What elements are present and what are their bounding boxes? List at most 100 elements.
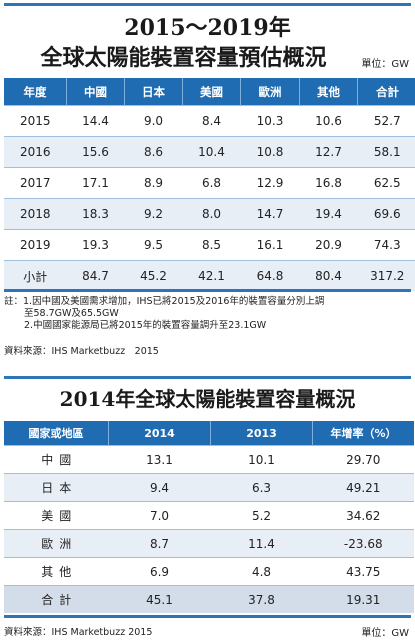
table-cell: 14.7 bbox=[240, 198, 300, 230]
table-cell: 9.4 bbox=[108, 473, 211, 502]
table-cell: 8.6 bbox=[124, 136, 183, 168]
table-cell: 2019 bbox=[4, 229, 67, 261]
table-row: 美國 7.0 5.2 34.62 bbox=[4, 501, 414, 530]
table-cell: 7.0 bbox=[108, 501, 211, 530]
chart2-unit: 單位：GW bbox=[361, 628, 409, 639]
table-cell: 19.3 bbox=[66, 229, 125, 261]
table-cell: 9.5 bbox=[124, 229, 183, 261]
region-cell: 日本 bbox=[4, 473, 109, 502]
chart2-header-cell: 2013 bbox=[210, 421, 313, 446]
table-cell: 58.1 bbox=[357, 136, 415, 168]
table-row: 2018 18.3 9.2 8.0 14.7 19.4 69.6 bbox=[4, 198, 415, 230]
chart1-header-cell: 美國 bbox=[182, 78, 241, 106]
table-cell: 11.4 bbox=[210, 529, 313, 558]
chart1-header-cell: 中國 bbox=[66, 78, 125, 106]
chart1-header-cell: 合計 bbox=[357, 78, 415, 106]
chart2-bottom-rule bbox=[4, 615, 411, 618]
chart1-bottom-rule bbox=[4, 289, 411, 292]
table-cell: 34.62 bbox=[312, 501, 414, 530]
table-cell: 16.8 bbox=[299, 167, 358, 199]
table-cell: 18.3 bbox=[66, 198, 125, 230]
chart1-unit: 單位：GW bbox=[361, 59, 409, 70]
table-cell: 9.2 bbox=[124, 198, 183, 230]
table-cell: 14.4 bbox=[66, 105, 125, 137]
table-cell: 84.7 bbox=[66, 260, 125, 291]
table-cell: 45.1 bbox=[108, 585, 211, 613]
table-row-subtotal: 小計 84.7 45.2 42.1 64.8 80.4 317.2 bbox=[4, 260, 415, 291]
chart2-table: 國家或地區 2014 2013 年增率（%） 中國 13.1 10.1 29.7… bbox=[4, 421, 414, 613]
table-cell: 6.9 bbox=[108, 557, 211, 586]
table-cell: 10.8 bbox=[240, 136, 300, 168]
table-cell: 8.0 bbox=[182, 198, 241, 230]
chart2-header-cell: 年增率（%） bbox=[312, 421, 414, 446]
chart1-note-line2: 至58.7GW及65.5GW bbox=[24, 308, 119, 319]
table-cell: 12.9 bbox=[240, 167, 300, 199]
table-cell: 45.2 bbox=[124, 260, 183, 291]
table-cell: 10.1 bbox=[210, 445, 313, 474]
table-cell: 小計 bbox=[4, 260, 67, 291]
table-cell: 4.8 bbox=[210, 557, 313, 586]
table-cell: 8.4 bbox=[182, 105, 241, 137]
table-cell: 43.75 bbox=[312, 557, 414, 586]
table-cell: 62.5 bbox=[357, 167, 415, 199]
table-cell: -23.68 bbox=[312, 529, 414, 558]
table-cell: 49.21 bbox=[312, 473, 414, 502]
table-cell: 42.1 bbox=[182, 260, 241, 291]
chart2-header-row: 國家或地區 2014 2013 年增率（%） bbox=[4, 421, 414, 446]
chart1-header-cell: 其他 bbox=[299, 78, 358, 106]
chart1-header-cell: 年度 bbox=[4, 78, 67, 106]
chart1-source: 資料來源：IHS Marketbuzz 2015 bbox=[4, 346, 159, 357]
region-cell: 其他 bbox=[4, 557, 109, 586]
table-cell: 74.3 bbox=[357, 229, 415, 261]
table-cell: 16.1 bbox=[240, 229, 300, 261]
table-cell: 9.0 bbox=[124, 105, 183, 137]
table-cell: 8.5 bbox=[182, 229, 241, 261]
table-cell: 17.1 bbox=[66, 167, 125, 199]
table-row: 2015 14.4 9.0 8.4 10.3 10.6 52.7 bbox=[4, 105, 415, 137]
chart2-header-cell: 國家或地區 bbox=[4, 421, 109, 446]
chart2-header-cell: 2014 bbox=[108, 421, 211, 446]
table-cell: 2017 bbox=[4, 167, 67, 199]
top-rule bbox=[4, 3, 411, 6]
table-cell: 64.8 bbox=[240, 260, 300, 291]
chart1-header-cell: 歐洲 bbox=[240, 78, 300, 106]
table-cell: 15.6 bbox=[66, 136, 125, 168]
table-cell: 10.6 bbox=[299, 105, 358, 137]
chart1-note-line3: 2.中國國家能源局已將2015年的裝置容量調升至23.1GW bbox=[24, 320, 267, 331]
region-cell: 美國 bbox=[4, 501, 109, 530]
table-row: 日本 9.4 6.3 49.21 bbox=[4, 473, 414, 502]
region-cell: 歐洲 bbox=[4, 529, 109, 558]
table-row-total: 合計 45.1 37.8 19.31 bbox=[4, 585, 414, 613]
table-cell: 2018 bbox=[4, 198, 67, 230]
table-cell: 10.4 bbox=[182, 136, 241, 168]
table-cell: 6.8 bbox=[182, 167, 241, 199]
table-cell: 20.9 bbox=[299, 229, 358, 261]
chart1-title-line2: 全球太陽能裝置容量預估概況 bbox=[40, 45, 327, 71]
table-cell: 6.3 bbox=[210, 473, 313, 502]
chart1-note-line1: 註：1.因中國及美國需求增加，IHS已將2015及2016年的裝置容量分別上調 bbox=[4, 296, 325, 307]
chart1-table: 年度 中國 日本 美國 歐洲 其他 合計 2015 14.4 9.0 8.4 1… bbox=[4, 78, 415, 291]
chart1-note: 註：1.因中國及美國需求增加，IHS已將2015及2016年的裝置容量分別上調 … bbox=[4, 296, 324, 332]
table-cell: 13.1 bbox=[108, 445, 211, 474]
table-cell: 80.4 bbox=[299, 260, 358, 291]
chart1-title-line1: 2015～2019年 bbox=[124, 15, 291, 41]
region-cell: 中國 bbox=[4, 445, 109, 474]
table-cell: 5.2 bbox=[210, 501, 313, 530]
chart2-title: 2014年全球太陽能裝置容量概況 bbox=[59, 387, 356, 411]
table-cell: 69.6 bbox=[357, 198, 415, 230]
table-cell: 2016 bbox=[4, 136, 67, 168]
table-row: 2019 19.3 9.5 8.5 16.1 20.9 74.3 bbox=[4, 229, 415, 261]
table-cell: 12.7 bbox=[299, 136, 358, 168]
table-cell: 29.70 bbox=[312, 445, 414, 474]
table-row: 中國 13.1 10.1 29.70 bbox=[4, 445, 414, 474]
chart1-header-row: 年度 中國 日本 美國 歐洲 其他 合計 bbox=[4, 78, 415, 106]
table-cell: 8.9 bbox=[124, 167, 183, 199]
chart1-header-cell: 日本 bbox=[124, 78, 183, 106]
table-cell: 37.8 bbox=[210, 585, 313, 613]
table-cell: 2015 bbox=[4, 105, 67, 137]
region-cell: 合計 bbox=[4, 585, 109, 613]
table-cell: 8.7 bbox=[108, 529, 211, 558]
table-cell: 19.4 bbox=[299, 198, 358, 230]
chart2-source: 資料來源：IHS Marketbuzz 2015 bbox=[4, 627, 153, 638]
table-cell: 52.7 bbox=[357, 105, 415, 137]
